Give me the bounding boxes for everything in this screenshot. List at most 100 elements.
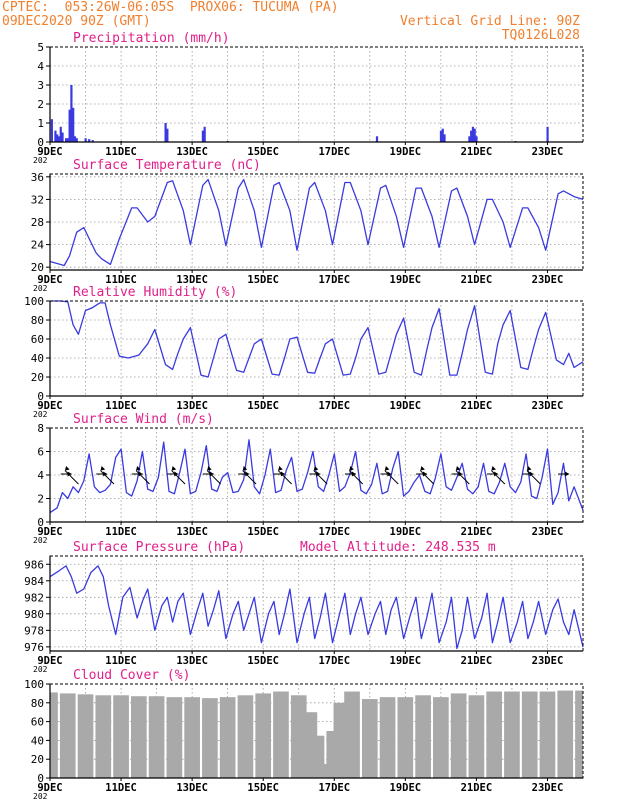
precip-bar [546,126,549,142]
cloud-cover-bar [557,690,574,778]
cloud-ytick-label: 40 [31,734,44,747]
temp-series-line [49,178,584,267]
temp-xtick-label: 9DEC [37,274,62,286]
rh-xtick-label: 17DEC [318,400,350,412]
cloud-ytick-label: 80 [31,697,44,710]
wind-arrow-head [245,471,250,477]
cloud-ytick-label: 20 [31,753,44,766]
cloud-cover-bar [237,695,254,778]
cloud-xtick-label: 13DEC [176,782,208,794]
wind-arrow-shaft [491,470,506,485]
pressure-xtick-label: 23DEC [532,655,564,667]
pressure-xtick-label: 13DEC [176,655,208,667]
precip-xtick-label: 23DEC [532,146,564,158]
temp-ytick-label: 36 [31,171,44,184]
pressure-ytick-label: 986 [24,558,44,571]
cloud-cover-bar [379,697,396,778]
wind-arrow-shaft [455,470,470,485]
precip-bar [72,107,75,142]
precip-frame [49,46,584,143]
temp-title: Surface Temperature (nC) [73,158,261,173]
wind-arrow-head [138,471,143,477]
precip-bar [91,140,94,142]
wind-panel: 0 2 4 6 8 9DEC 11DEC 13DEC 15DEC 17DEC 19DEC 21DEC 2… [33,412,584,545]
cloud-xtick-label: 17DEC [318,782,350,794]
precip-xtick-label: 9DEC [37,146,62,158]
rh-xtick-label: 13DEC [176,400,208,412]
rh-xtick-label: 21DEC [461,400,493,412]
precip-bar [468,136,471,142]
wind-arrow-shaft [348,470,364,485]
wind-arrow-head [64,465,70,471]
temp-xtick-label: 19DEC [390,274,422,286]
header-model-id: TQ0126L028 [501,28,580,43]
wind-xtick-label: 19DEC [390,526,422,538]
rh-xtick-label: 23DEC [532,400,564,412]
precip-year-label: 202 [33,156,48,165]
wind-arrow-head [349,465,354,471]
wind-arrow-head [242,465,248,471]
rh-ytick-label: 0 [37,390,44,403]
precip-xtick-label: 13DEC [176,146,208,158]
precip-ytick-label: 4 [37,60,44,73]
precip-bar [443,134,446,142]
precip-bar [166,128,169,142]
wind-year-label: 202 [33,536,48,545]
cloud-cover-bar [361,699,378,778]
cloud-xtick-label: 23DEC [532,782,564,794]
precip-bar [470,130,473,142]
temp-xtick-label: 11DEC [105,274,137,286]
cloud-year-label: 202 [33,792,48,800]
precip-ytick-label: 2 [37,98,44,111]
wind-xtick-label: 23DEC [532,526,564,538]
precip-bar [59,126,62,142]
pressure-ytick-label: 976 [24,641,44,654]
wind-arrow-head [529,471,534,477]
wind-arrow-head [171,465,177,471]
cloud-cover-bar [113,695,129,778]
rh-xtick-label: 9DEC [37,400,62,412]
wind-ytick-label: 0 [37,516,44,529]
cloud-cover-bar [130,696,147,778]
rh-series-line [50,300,584,378]
wind-arrow-head [458,471,463,477]
precip-bar [61,132,64,142]
precip-bar [73,136,77,142]
wind-arrow-head [209,471,214,477]
cloud-cover-bar [504,691,520,778]
wind-arrow-shaft [526,470,541,485]
precip-bar [66,138,69,142]
wind-arrow-head [526,465,532,471]
wind-arrow-head [351,471,356,477]
cloud-cover-bar [521,691,538,778]
precip-bar [164,123,167,142]
precip-bar [84,138,87,142]
rh-ytick-label: 20 [31,371,44,384]
temp-panel: 20 24 28 32 36 9DEC 11DEC 13DEC 15DEC 17DEC 19DEC 2… [31,158,584,293]
rh-title: Relative Humidity (%) [73,285,237,300]
cloud-cover-bar [273,691,289,778]
pressure-xtick-label: 17DEC [318,655,350,667]
wind-arrow-head [136,465,141,471]
precip-bar [57,136,61,142]
temp-xtick-label: 21DEC [461,274,493,286]
cloud-cover-bar [148,696,165,778]
precip-xtick-label: 17DEC [318,146,350,158]
pressure-ytick-label: 984 [24,575,44,588]
wind-arrow-head [420,465,425,471]
wind-arrow-shaft [135,470,150,485]
precip-bar [54,130,57,142]
wind-arrow-head [103,471,108,477]
rh-frame [49,300,584,397]
cloud-panel: 0 20 40 60 80 100 9DEC 11DEC 13DEC 15DEC 17DEC 19DE… [24,668,584,800]
temp-year-label: 202 [33,284,48,293]
cloud-cover-bar [219,697,236,778]
rh-xtick-label: 15DEC [247,400,279,412]
wind-arrows [60,465,570,485]
precip-bar [56,134,59,142]
wind-arrow-head [174,471,179,477]
pressure-ytick-label: 982 [24,591,44,604]
wind-arrow-shaft [277,470,292,485]
cloud-cover-bar [539,691,556,778]
